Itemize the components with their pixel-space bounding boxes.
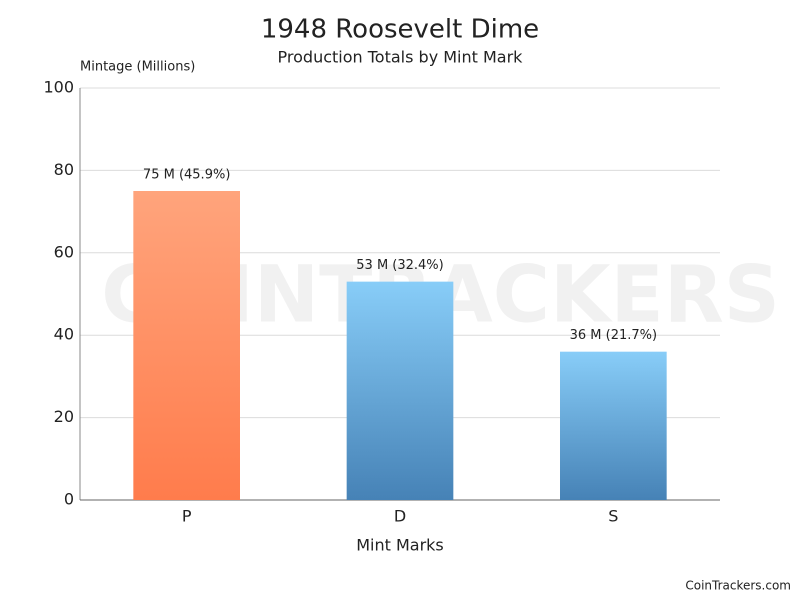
- x-tick-label: P: [182, 507, 192, 526]
- y-tick-label: 80: [54, 160, 74, 179]
- credit: CoinTrackers.com: [685, 579, 791, 593]
- y-axis-label: Mintage (Millions): [80, 60, 195, 75]
- y-tick-label: 0: [64, 490, 74, 509]
- data-label: 36 M (21.7%): [570, 328, 657, 343]
- chart-title: 1948 Roosevelt Dime: [261, 15, 539, 45]
- data-label: 53 M (32.4%): [356, 258, 443, 273]
- x-tick-label: D: [394, 507, 406, 526]
- data-label: 75 M (45.9%): [143, 168, 230, 183]
- bar: [347, 282, 454, 500]
- y-tick-label: 40: [54, 325, 74, 344]
- y-tick-label: 20: [54, 407, 74, 426]
- chart-subtitle: Production Totals by Mint Mark: [278, 48, 524, 67]
- x-tick-label: S: [608, 507, 618, 526]
- x-axis-label: Mint Marks: [356, 536, 444, 555]
- y-tick-label: 60: [54, 242, 74, 261]
- bar: [560, 352, 667, 500]
- bar: [133, 191, 240, 500]
- y-tick-label: 100: [43, 78, 74, 97]
